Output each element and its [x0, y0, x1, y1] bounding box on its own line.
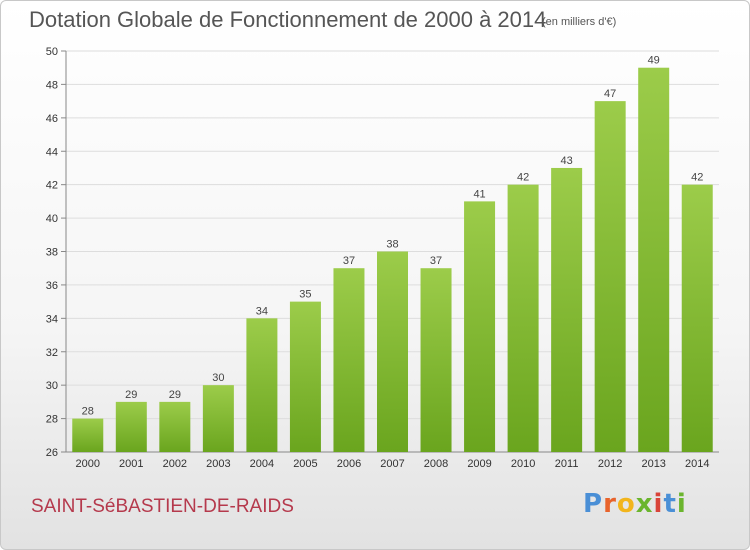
data-label: 28	[82, 406, 94, 418]
data-label: 49	[648, 55, 660, 67]
bar-2002	[159, 401, 191, 452]
x-tick-label: 2003	[206, 458, 230, 470]
x-tick-label: 2007	[380, 458, 404, 470]
bar-2006	[333, 268, 365, 452]
y-tick-label: 32	[46, 347, 58, 359]
data-label: 37	[343, 255, 355, 267]
logo-letter: i	[653, 489, 664, 519]
x-tick-label: 2004	[250, 458, 274, 470]
bar-2005	[289, 301, 321, 452]
data-label: 29	[169, 389, 181, 401]
chart-title: Dotation Globale de Fonctionnement de 20…	[29, 7, 547, 32]
x-tick-label: 2012	[598, 458, 622, 470]
data-label: 42	[517, 172, 529, 184]
x-tick-label: 2002	[163, 458, 187, 470]
bar-2012	[594, 101, 626, 452]
data-label: 37	[430, 255, 442, 267]
bar-2013	[638, 67, 670, 452]
y-tick-label: 26	[46, 447, 58, 459]
bar-2003	[202, 385, 234, 452]
logo-letter: t	[663, 489, 677, 519]
logo-letter: x	[635, 489, 654, 519]
x-tick-label: 2001	[119, 458, 143, 470]
data-label: 42	[691, 172, 703, 184]
y-tick-label: 44	[46, 146, 58, 158]
bar-2000	[72, 418, 104, 452]
data-label: 41	[473, 188, 485, 200]
y-tick-label: 36	[46, 280, 58, 292]
x-tick-label: 2009	[467, 458, 491, 470]
x-tick-label: 2013	[641, 458, 665, 470]
chart-subtitle: (en milliers d'€)	[542, 16, 617, 28]
y-tick-label: 38	[46, 247, 58, 259]
bar-2008	[420, 268, 452, 452]
bar-2014	[681, 184, 713, 452]
x-tick-label: 2014	[685, 458, 709, 470]
x-tick-label: 2011	[555, 458, 579, 470]
data-label: 34	[256, 305, 268, 317]
y-tick-label: 34	[46, 313, 58, 325]
x-tick-label: 2008	[424, 458, 448, 470]
logo-letter: P	[583, 489, 604, 519]
x-tick-label: 2005	[293, 458, 317, 470]
y-tick-label: 42	[46, 180, 58, 192]
bar-2007	[377, 251, 408, 452]
y-tick-label: 50	[46, 46, 58, 58]
x-tick-label: 2000	[76, 458, 100, 470]
data-label: 35	[299, 289, 311, 301]
logo-letter: i	[676, 489, 687, 519]
x-tick-label: 2006	[337, 458, 361, 470]
data-label: 47	[604, 88, 616, 100]
bar-2010	[507, 184, 539, 452]
proxiti-logo[interactable]: Proxiti	[583, 489, 687, 519]
x-tick-label: 2010	[511, 458, 535, 470]
y-tick-label: 48	[46, 79, 58, 91]
y-tick-label: 28	[46, 414, 58, 426]
data-label: 30	[212, 372, 224, 384]
data-label: 29	[125, 389, 137, 401]
logo-letter: o	[616, 489, 636, 519]
bar-2004	[246, 318, 278, 452]
data-label: 43	[561, 155, 573, 167]
commune-name: SAINT-SéBASTIEN-DE-RAIDS	[31, 496, 294, 517]
logo-letter: r	[603, 489, 617, 519]
data-label: 38	[386, 239, 398, 251]
bar-2009	[464, 201, 496, 452]
bar-2001	[115, 401, 147, 452]
y-tick-label: 40	[46, 213, 58, 225]
y-tick-label: 46	[46, 113, 58, 125]
bar-2011	[551, 167, 583, 453]
y-tick-label: 30	[46, 380, 58, 392]
